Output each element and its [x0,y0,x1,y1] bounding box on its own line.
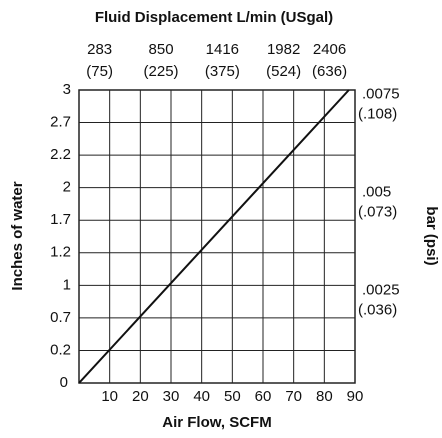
x-tick-label: 70 [285,388,302,405]
x-tick-label: 50 [224,388,241,405]
x-tick-label: 10 [101,388,118,405]
y-tick-label: 3 [63,81,71,98]
y2-tick-sublabel: (.108) [358,106,397,123]
y2-tick-label: .005 [362,183,391,200]
y-tick-label: 2 [63,179,71,196]
data-line [78,89,350,384]
y-tick-label: 1 [63,276,71,293]
x2-tick-label: 1416 [206,41,239,58]
x2-tick-sublabel: (225) [144,63,179,80]
y2-tick-sublabel: (.036) [358,302,397,319]
x2-tick-label: 850 [149,41,174,58]
x-tick-label: 30 [163,388,180,405]
x2-tick-sublabel: (75) [86,63,113,80]
y-tick-label: 2.2 [50,146,71,163]
x2-tick-label: 1982 [267,41,300,58]
y-tick-label: 0.7 [50,309,71,326]
x2-tick-sublabel: (524) [266,63,301,80]
y2-tick-label: .0075 [362,86,400,103]
y2-tick-label: .0025 [362,282,400,299]
y2-axis-title: bar (psi) [423,206,440,265]
y-tick-label: 0 [60,374,68,391]
x2-tick-sublabel: (636) [312,63,347,80]
x-tick-label: 90 [347,388,364,405]
y-tick-label: 0.2 [50,341,71,358]
chart-title: Fluid Displacement L/min (USgal) [95,9,333,26]
x-tick-label: 60 [255,388,272,405]
y2-tick-sublabel: (.073) [358,203,397,220]
x-tick-label: 80 [316,388,333,405]
y-axis-title: Inches of water [9,181,26,290]
y-tick-label: 1.7 [50,211,71,228]
y-tick-label: 2.7 [50,114,71,131]
x2-tick-label: 2406 [313,41,346,58]
y-tick-label: 1.2 [50,244,71,261]
x-tick-label: 40 [193,388,210,405]
x-axis-title: Air Flow, SCFM [162,414,271,431]
x2-tick-label: 283 [87,41,112,58]
x2-tick-sublabel: (375) [205,63,240,80]
x-tick-label: 20 [132,388,149,405]
